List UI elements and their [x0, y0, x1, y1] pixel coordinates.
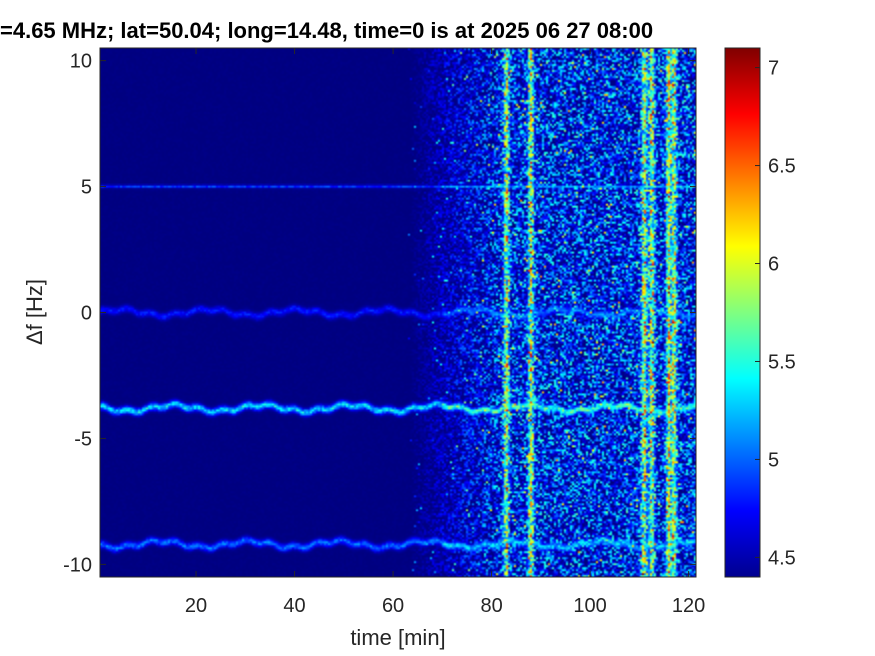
spectrogram-plot — [99, 47, 697, 578]
colorbar-tick-label: 6 — [768, 254, 779, 276]
spectrogram-heatmap — [100, 48, 696, 577]
y-tick-label: 0 — [81, 303, 92, 325]
chart-title: =4.65 MHz; lat=50.04; long=14.48, time=0… — [0, 18, 653, 43]
y-axis-ticks: -10 -5 0 5 10 — [63, 51, 696, 576]
y-axis-label: Δf [Hz] — [22, 279, 47, 345]
colorbar-ticks: 4.5 5 5.5 6 6.5 7 — [755, 58, 796, 569]
x-tick-label: 80 — [480, 595, 502, 617]
colorbar-tick-label: 5.5 — [768, 351, 796, 373]
y-tick-label: -10 — [63, 554, 92, 576]
x-tick-label: 120 — [672, 595, 705, 617]
colorbar-tick-label: 5 — [768, 449, 779, 471]
x-tick-label: 60 — [382, 595, 404, 617]
x-tick-label: 40 — [283, 595, 305, 617]
x-axis-label: time [min] — [350, 625, 445, 650]
x-tick-label: 100 — [573, 595, 606, 617]
colorbar-gradient — [724, 47, 761, 578]
y-tick-label: 5 — [81, 177, 92, 199]
x-axis-ticks: 20 40 60 80 100 120 — [185, 48, 705, 617]
y-tick-label: -5 — [74, 428, 92, 450]
x-tick-label: 20 — [185, 595, 207, 617]
y-tick-label: 10 — [70, 51, 92, 73]
colorbar-tick-label: 6.5 — [768, 156, 796, 178]
colorbar: 4.5 5 5.5 6 6.5 7 — [724, 47, 796, 578]
colorbar-tick-label: 7 — [768, 58, 779, 80]
colorbar-tick-label: 4.5 — [768, 547, 796, 569]
